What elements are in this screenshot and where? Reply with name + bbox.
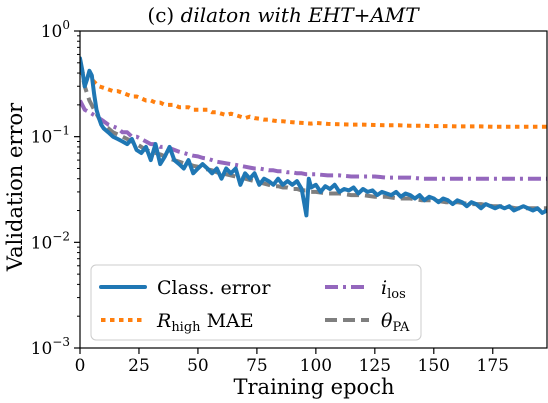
x-tick-label-5: 125 bbox=[359, 356, 391, 376]
series-line-0 bbox=[80, 56, 547, 218]
y-tick-label-1: 10−1 bbox=[31, 124, 70, 148]
x-tick-label-2: 50 bbox=[187, 356, 209, 376]
y-tick-label-3: 10−3 bbox=[31, 335, 70, 359]
x-tick-label-3: 75 bbox=[246, 356, 268, 376]
y-tick-label-0: 100 bbox=[41, 18, 70, 42]
legend-label-1: Rhigh MAE bbox=[156, 310, 254, 335]
plot-area bbox=[80, 56, 547, 218]
legend-box bbox=[90, 264, 422, 341]
chart-title: (c) dilaton with EHT+AMT bbox=[147, 3, 420, 27]
x-tick-label-0: 0 bbox=[75, 356, 86, 376]
x-tick-label-7: 175 bbox=[477, 356, 509, 376]
legend-label-2: ilos bbox=[381, 277, 406, 302]
series-line-2 bbox=[80, 99, 547, 181]
x-axis-ticks: 0 25 50 75 100 125 150 175 bbox=[75, 348, 509, 376]
y-axis-ticks: 100 10−1 10−2 10−3 bbox=[31, 18, 80, 359]
plot-frame bbox=[79, 30, 548, 349]
legend-label-0: Class. error bbox=[157, 277, 271, 299]
series-line-1 bbox=[80, 68, 547, 129]
x-tick-label-1: 25 bbox=[128, 356, 150, 376]
legend-label-3: θPA bbox=[381, 310, 410, 335]
chart-title-prefix: (c) bbox=[147, 3, 180, 27]
x-axis-label: Training epoch bbox=[234, 375, 395, 399]
y-tick-label-2: 10−2 bbox=[31, 229, 70, 253]
x-tick-label-6: 150 bbox=[418, 356, 450, 376]
y-axis-label: Validation error bbox=[3, 102, 27, 272]
series-line-3 bbox=[80, 62, 547, 211]
chart-title-italic: dilaton with EHT+AMT bbox=[181, 3, 421, 27]
x-tick-label-4: 100 bbox=[300, 356, 332, 376]
legend: Class. error Rhigh MAE ilos θPA bbox=[90, 264, 422, 341]
